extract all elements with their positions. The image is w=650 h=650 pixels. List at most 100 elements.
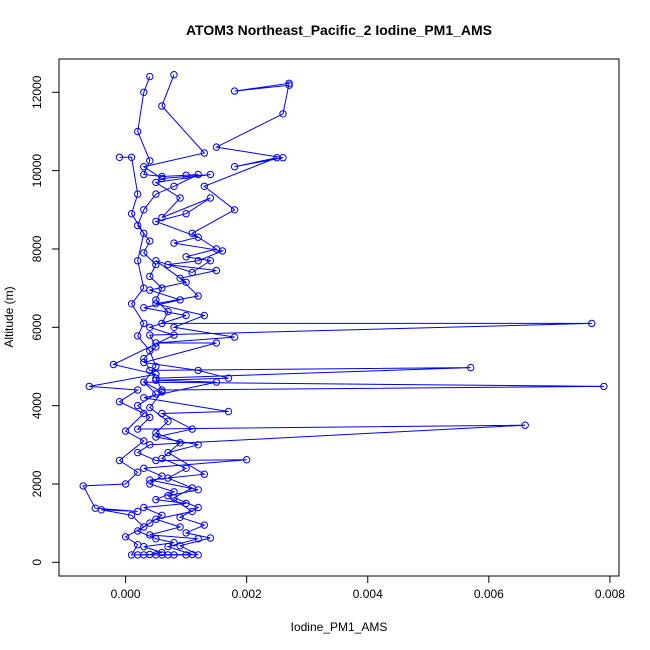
data-point (194, 233, 202, 241)
data-point (152, 429, 160, 437)
data-point (170, 494, 178, 502)
data-point (521, 421, 529, 429)
y-tick-label: 4000 (30, 392, 44, 419)
data-point (140, 503, 148, 512)
data-point (134, 332, 142, 340)
data-point (140, 249, 148, 257)
y-tick-label: 6000 (30, 314, 44, 341)
y-tick-label: 8000 (30, 235, 44, 262)
data-point (212, 266, 221, 275)
data-point (588, 319, 596, 328)
data-point (206, 534, 215, 542)
data-point (176, 296, 184, 304)
data-point (200, 149, 209, 157)
y-tick-label: 2000 (30, 470, 44, 497)
x-axis: 0.000 0.002 0.004 0.006 0.008 (111, 576, 625, 601)
data-point (140, 354, 148, 363)
data-point (127, 153, 136, 162)
data-point (140, 163, 148, 171)
data-point (188, 229, 196, 238)
data-point (176, 523, 184, 531)
y-axis-label: Altitude (m) (2, 286, 16, 347)
data-point (176, 513, 184, 521)
data-point (127, 511, 136, 519)
data-point (146, 237, 154, 245)
data-point (134, 425, 142, 433)
data-point (140, 551, 148, 559)
data-point (194, 366, 202, 375)
x-tick-label: 0.002 (232, 587, 262, 601)
data-point (182, 278, 190, 286)
data-point (285, 79, 293, 88)
data-point (164, 417, 172, 425)
data-point (158, 551, 166, 559)
data-point (170, 331, 178, 339)
data-point (188, 484, 196, 492)
data-point (146, 157, 154, 165)
data-point (97, 506, 106, 514)
data-point (176, 439, 184, 447)
data-point (182, 464, 190, 472)
data-point (134, 468, 142, 476)
data-point (127, 210, 136, 218)
data-point (176, 194, 184, 202)
data-point (140, 523, 148, 531)
data-point (273, 154, 281, 162)
data-point (134, 221, 142, 230)
data-point (85, 382, 94, 391)
data-point (152, 515, 160, 523)
y-tick-label: 12000 (30, 75, 44, 109)
data-point (170, 71, 178, 79)
data-point (224, 374, 233, 382)
data-point (170, 323, 178, 331)
data-point (140, 394, 148, 402)
data-point (230, 333, 239, 341)
data-point (109, 360, 118, 369)
data-point (146, 347, 154, 355)
data-point (158, 454, 166, 463)
data-point (134, 507, 142, 516)
data-point (140, 304, 148, 312)
data-point (158, 319, 166, 328)
data-point (230, 87, 239, 95)
data-point (467, 363, 475, 372)
data-point (158, 213, 166, 222)
data-point (152, 495, 160, 504)
data-point (194, 551, 202, 559)
data-point (146, 413, 154, 422)
data-point (79, 482, 87, 490)
data-point (152, 300, 160, 308)
data-point (170, 239, 178, 247)
data-point (146, 480, 154, 488)
data-point (146, 323, 154, 331)
data-point (182, 529, 190, 537)
data-point (200, 521, 209, 529)
data-point (134, 401, 142, 410)
data-point (134, 386, 142, 394)
data-point (194, 292, 202, 300)
data-point (115, 153, 124, 162)
data-point (146, 331, 154, 339)
data-point (146, 403, 154, 412)
data-point (182, 210, 190, 218)
series-line-4 (119, 156, 211, 556)
data-point (158, 102, 166, 110)
data-point (200, 311, 209, 320)
data-point (140, 170, 148, 179)
x-tick-label: 0.008 (595, 587, 625, 601)
data-point (146, 531, 154, 539)
data-point (152, 339, 160, 347)
data-point (194, 170, 202, 179)
data-point (230, 163, 239, 171)
data-point (158, 388, 166, 396)
y-tick-label: 0 (30, 559, 44, 566)
chart-title: ATOM3 Northeast_Pacific_2 Iodine_PM1_AMS (186, 22, 492, 38)
data-point (285, 81, 293, 89)
data-point (164, 474, 172, 482)
data-point (212, 245, 221, 253)
data-point (194, 441, 202, 449)
data-point (121, 427, 130, 435)
data-point (164, 260, 172, 269)
data-point (188, 507, 196, 516)
